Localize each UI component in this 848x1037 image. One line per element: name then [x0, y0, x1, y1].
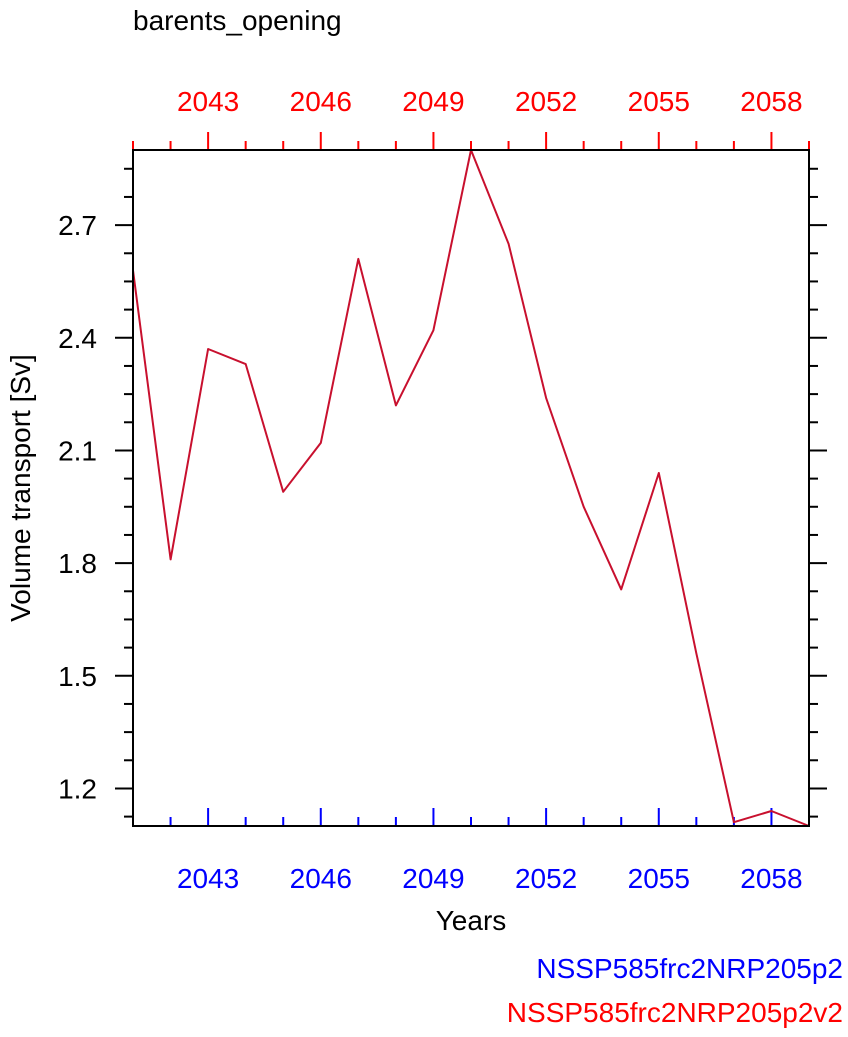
plot-frame [132, 149, 810, 827]
axis-ticks [115, 132, 827, 826]
x-tick-label-top: 2043 [177, 86, 239, 117]
legend-entry: NSSP585frc2NRP205p2v2 [507, 997, 843, 1028]
y-axis-label: Volume transport [Sv] [5, 354, 36, 622]
x-tick-label-bottom: 2046 [290, 863, 352, 894]
y-tick-label: 1.8 [58, 548, 97, 579]
x-tick-label-bottom: 2043 [177, 863, 239, 894]
y-tick-label: 1.2 [58, 773, 97, 804]
x-tick-label-bottom: 2055 [628, 863, 690, 894]
x-tick-label-top: 2049 [402, 86, 464, 117]
y-tick-label: 2.7 [58, 210, 97, 241]
legend: NSSP585frc2NRP205p2 NSSP585frc2NRP205p2v… [507, 953, 843, 1028]
series-group [132, 149, 810, 827]
tick-labels: 2043 2043 2046 2046 2049 2049 2052 2052 2055 2055… [58, 86, 803, 894]
y-tick-label: 2.1 [58, 435, 97, 466]
x-tick-label-top: 2052 [515, 86, 577, 117]
x-tick-label-bottom: 2049 [402, 863, 464, 894]
x-tick-label-top: 2058 [740, 86, 802, 117]
y-tick-label: 1.5 [58, 661, 97, 692]
x-tick-label-top: 2046 [290, 86, 352, 117]
y-tick-label: 2.4 [58, 323, 97, 354]
x-tick-label-bottom: 2058 [740, 863, 802, 894]
x-tick-label-bottom: 2052 [515, 863, 577, 894]
x-tick-label-top: 2055 [628, 86, 690, 117]
x-axis-label: Years [436, 905, 507, 936]
series-line [132, 149, 810, 827]
legend-entry: NSSP585frc2NRP205p2 [536, 953, 843, 984]
chart-title: barents_opening [133, 5, 342, 36]
